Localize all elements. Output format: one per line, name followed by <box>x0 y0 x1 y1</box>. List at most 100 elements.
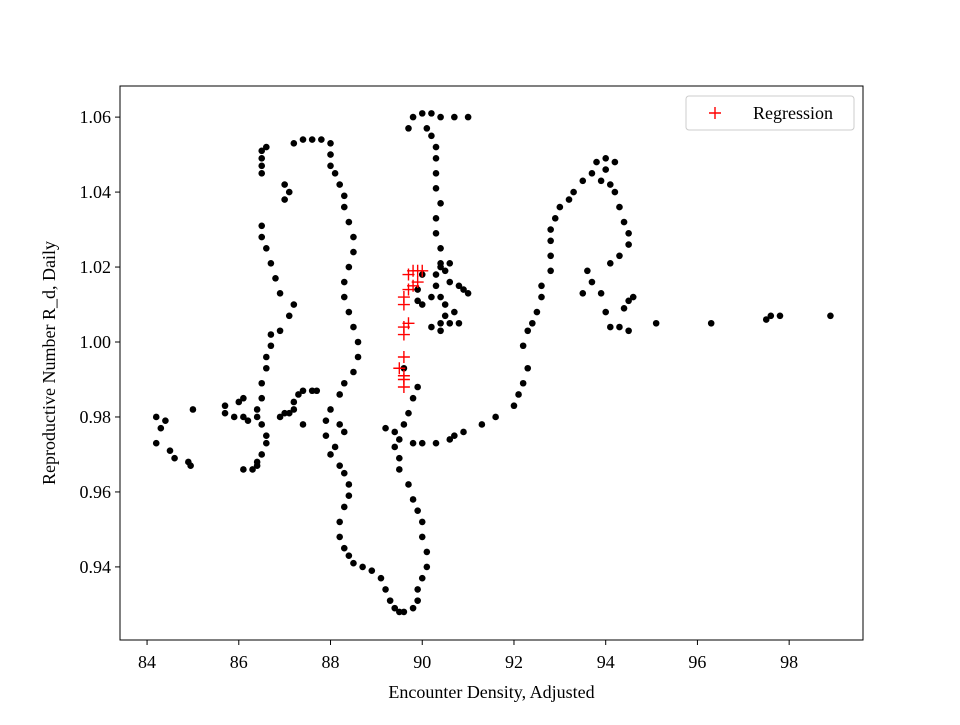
data-point <box>396 608 403 616</box>
x-tick-label: 92 <box>505 652 523 672</box>
data-point <box>258 155 266 162</box>
data-point <box>606 259 614 267</box>
data-point <box>331 443 339 451</box>
data-point <box>340 428 348 436</box>
data-point <box>556 203 564 211</box>
data-point <box>437 113 444 121</box>
data-point <box>460 428 467 436</box>
data-point <box>152 413 160 421</box>
data-point <box>538 282 545 290</box>
data-point <box>308 136 316 143</box>
data-point <box>409 113 417 121</box>
data-point <box>345 263 353 271</box>
data-point <box>616 323 623 331</box>
data-point <box>625 241 632 248</box>
data-point <box>295 391 302 398</box>
data-point <box>776 312 784 320</box>
data-point <box>409 439 417 447</box>
data-point <box>359 563 366 571</box>
data-point <box>249 466 256 473</box>
data-point <box>258 394 266 402</box>
data-point <box>547 237 554 245</box>
data-point <box>409 496 417 503</box>
data-point <box>258 451 266 458</box>
data-point <box>588 170 596 177</box>
data-point <box>258 421 266 428</box>
data-point <box>327 451 334 458</box>
data-point <box>350 248 357 256</box>
data-point <box>336 391 343 398</box>
data-point <box>611 158 619 166</box>
data-point <box>460 286 467 293</box>
data-point <box>547 267 554 275</box>
regression-point <box>397 369 410 382</box>
data-point <box>340 278 348 286</box>
data-point <box>299 421 307 428</box>
data-point <box>221 402 229 410</box>
data-point <box>391 443 399 451</box>
data-point <box>414 286 421 293</box>
data-point <box>625 230 632 237</box>
data-point <box>331 170 339 177</box>
data-point <box>405 481 412 488</box>
data-point <box>432 230 440 237</box>
data-point <box>166 447 174 455</box>
data-point <box>400 608 408 616</box>
data-point <box>423 563 431 571</box>
data-point <box>418 518 426 526</box>
plot-frame <box>119 85 864 641</box>
regression-point <box>416 264 429 277</box>
data-point <box>551 215 559 222</box>
data-point <box>414 507 421 514</box>
data-point <box>340 544 348 552</box>
data-point <box>451 113 458 121</box>
data-point <box>437 263 444 271</box>
data-point <box>414 297 421 305</box>
data-point <box>606 181 614 188</box>
data-point <box>423 125 431 132</box>
data-point <box>276 413 284 421</box>
data-point <box>767 312 775 320</box>
data-point <box>827 312 834 320</box>
data-point <box>652 319 660 327</box>
legend-marker <box>709 107 721 119</box>
data-point <box>597 289 605 297</box>
data-point <box>350 233 357 241</box>
data-point <box>432 282 440 290</box>
data-point <box>313 387 321 395</box>
data-point <box>602 166 610 173</box>
data-point <box>492 413 499 421</box>
data-point <box>441 312 449 320</box>
data-point <box>538 293 545 301</box>
data-point <box>221 409 229 417</box>
data-point <box>253 413 261 421</box>
data-point <box>276 289 284 297</box>
data-point <box>263 432 270 440</box>
data-point <box>258 162 266 170</box>
data-point <box>322 432 330 440</box>
x-tick-label: 84 <box>138 652 156 672</box>
data-point <box>290 398 298 406</box>
data-point <box>336 181 343 188</box>
data-point <box>235 398 243 406</box>
data-point <box>432 143 440 151</box>
data-point <box>336 421 343 428</box>
data-point <box>428 110 435 117</box>
data-point <box>396 466 403 473</box>
data-point <box>446 259 454 267</box>
data-point <box>187 462 194 470</box>
regression-point <box>393 362 406 375</box>
data-point <box>391 604 399 612</box>
data-point <box>263 439 270 447</box>
data-point <box>299 136 307 143</box>
data-point <box>258 379 266 387</box>
data-point <box>281 181 288 188</box>
data-point <box>602 155 610 162</box>
data-point <box>611 188 619 196</box>
data-point <box>308 387 316 395</box>
data-point <box>336 462 343 470</box>
data-point <box>428 293 435 301</box>
data-point <box>418 110 426 117</box>
data-point <box>340 192 348 200</box>
x-tick-label: 88 <box>322 652 340 672</box>
